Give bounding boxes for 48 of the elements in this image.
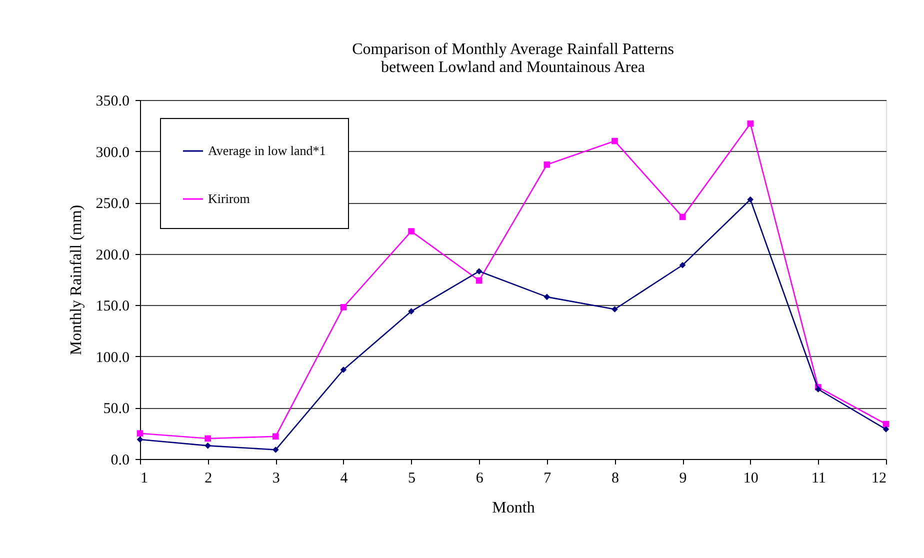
text: Comparison of Monthly Average Rainfall Patterns bbox=[352, 41, 674, 58]
point bbox=[136, 430, 144, 437]
point bbox=[612, 306, 618, 312]
point bbox=[204, 442, 211, 449]
point bbox=[747, 120, 754, 127]
y-tick-label: 200.0 bbox=[96, 247, 130, 264]
point bbox=[747, 196, 754, 203]
x-tick-label: 5 bbox=[408, 470, 416, 486]
x-tick-label: 4 bbox=[340, 470, 348, 486]
y-tick-label: 0.0 bbox=[110, 452, 130, 468]
y-tick-label: 300.0 bbox=[96, 144, 130, 161]
point bbox=[204, 435, 211, 442]
x-tick-label: 10 bbox=[743, 470, 758, 486]
legend-label: Average in low land*1 bbox=[208, 143, 326, 158]
point bbox=[272, 433, 279, 440]
x-tick-label: 12 bbox=[872, 470, 886, 486]
y-tick-label: 100.0 bbox=[96, 350, 130, 366]
point bbox=[679, 262, 686, 268]
point bbox=[476, 268, 482, 274]
x-tick-label: 3 bbox=[272, 470, 280, 486]
x-tick-label: 8 bbox=[611, 470, 619, 486]
x-tick-label: 7 bbox=[544, 470, 552, 486]
y-tick-label: 150.0 bbox=[96, 298, 130, 315]
x-tick-label: 9 bbox=[679, 470, 687, 486]
point bbox=[408, 308, 414, 314]
point bbox=[544, 161, 550, 168]
x-axis-title: Month bbox=[492, 500, 535, 516]
x-tick-label: 6 bbox=[476, 470, 484, 486]
y-axis-title: Monthly Rainfall (mm) bbox=[68, 204, 85, 356]
point bbox=[340, 304, 347, 310]
x-tick-label: 11 bbox=[811, 470, 826, 486]
y-tick-label: 250.0 bbox=[96, 196, 130, 212]
point bbox=[408, 228, 414, 234]
x-tick-label: 2 bbox=[204, 470, 212, 486]
point bbox=[544, 294, 550, 300]
point bbox=[476, 277, 482, 284]
x-tick-label: 1 bbox=[140, 470, 148, 486]
point bbox=[136, 436, 144, 443]
y-tick-label: 50.0 bbox=[103, 401, 130, 418]
point bbox=[882, 426, 890, 432]
point bbox=[882, 420, 890, 428]
point bbox=[679, 214, 686, 220]
legend-label: Kirirom bbox=[208, 191, 250, 206]
point bbox=[340, 366, 347, 373]
point bbox=[612, 138, 618, 144]
point bbox=[272, 446, 279, 453]
y-tick-label: 350.0 bbox=[96, 94, 130, 110]
text: between Lowland and Mountainous Area bbox=[381, 59, 645, 76]
